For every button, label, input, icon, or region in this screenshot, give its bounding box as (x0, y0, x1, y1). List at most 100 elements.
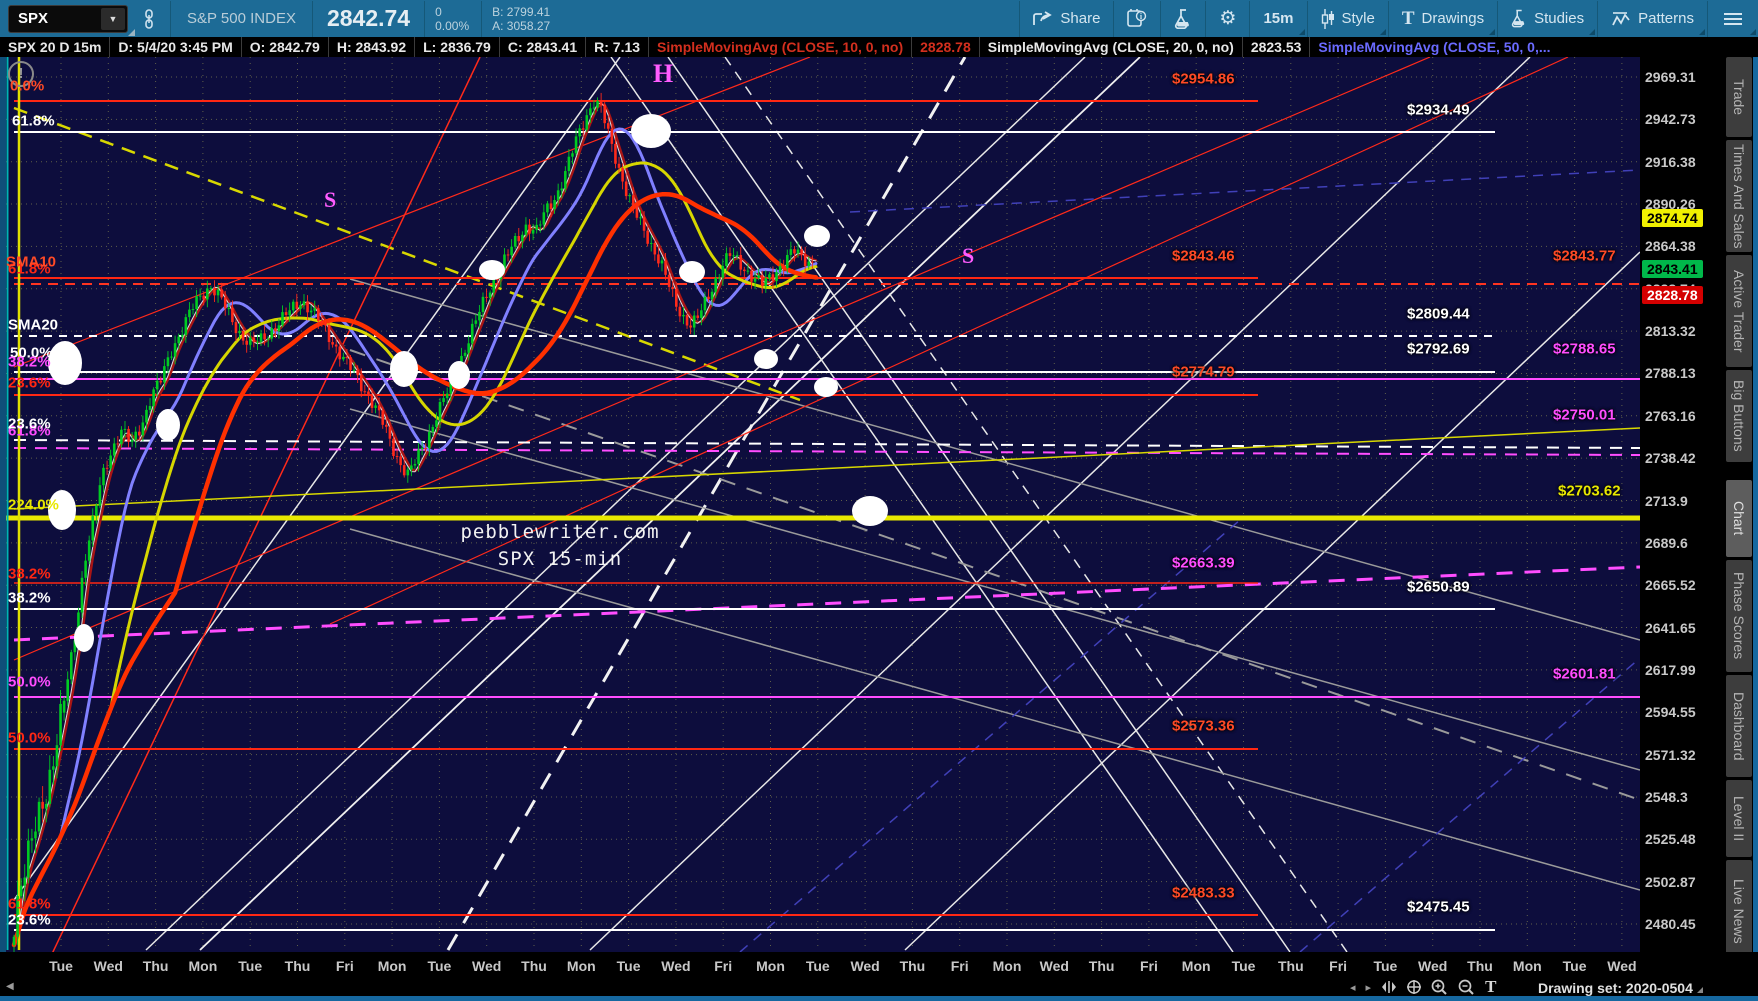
sidebar-tab-big-buttons[interactable]: Big Buttons (1726, 370, 1752, 462)
price-level-line (13, 447, 1640, 456)
sidebar-tab-trade[interactable]: Trade (1726, 57, 1752, 137)
candle-body (19, 885, 23, 897)
sma20-study-label[interactable]: SimpleMovingAvg (CLOSE, 20, 0, no) (980, 37, 1243, 57)
price-level-label: $2788.65 (1553, 340, 1616, 358)
patterns-button[interactable]: Patterns (1598, 0, 1707, 37)
page-right-icon[interactable]: ▸ (1365, 981, 1372, 994)
candle-body (363, 391, 367, 393)
candle-body (59, 703, 62, 746)
candle-body (377, 405, 381, 411)
candle-body (778, 265, 782, 273)
style-button[interactable]: Style (1308, 0, 1388, 37)
symbol-input[interactable]: SPX ▼ (8, 4, 135, 36)
window-border-right (1753, 37, 1758, 996)
candle-body (184, 317, 188, 335)
candle-body (152, 389, 155, 406)
candle-body (753, 278, 757, 282)
sidebar-tab-times-and-sales[interactable]: Times And Sales (1726, 140, 1752, 252)
candle-body (739, 255, 743, 270)
auto-scale-icon[interactable] (1407, 980, 1422, 994)
candle-body (682, 314, 685, 317)
highlight-ellipse (74, 624, 94, 652)
candle-body (252, 337, 256, 343)
x-axis-label: Fri (1139, 958, 1158, 974)
settings-button[interactable]: ⚙ (1206, 0, 1249, 37)
fib-label: SMA10 (6, 253, 57, 271)
candle-body (470, 323, 474, 344)
candle-body (535, 224, 538, 230)
price-level-label: $2601.81 (1553, 665, 1616, 683)
candle-body (188, 309, 191, 318)
sidebar-tab-chart[interactable]: Chart (1726, 480, 1752, 557)
scroll-left-arrow-icon[interactable]: ◀ (6, 981, 14, 992)
candle-body (503, 254, 506, 270)
dropdown-corner (1750, 29, 1756, 35)
candle-body (628, 195, 632, 197)
sma10-study-label[interactable]: SimpleMovingAvg (CLOSE, 10, 0, no) (649, 37, 913, 57)
text-note-tool-icon[interactable]: T (1485, 977, 1497, 996)
menu-button[interactable] (1708, 0, 1758, 37)
price-level-label: $2774.79 (1172, 363, 1235, 381)
candle-body (91, 516, 95, 541)
candle-body (417, 449, 420, 464)
sidebar-tab-level-ii[interactable]: Level II (1726, 780, 1752, 857)
candle-body (62, 700, 66, 713)
candle-body (743, 269, 746, 272)
symbol-dropdown-button[interactable]: ▼ (101, 7, 125, 30)
gadget-tab-column: Trade Times And Sales Active Trader Big But… (1726, 37, 1753, 962)
sma50-study-label[interactable]: SimpleMovingAvg (CLOSE, 50, 0,... (1318, 39, 1551, 55)
price-axis[interactable]: 2969.312942.732916.382890.262864.382838.… (1640, 37, 1726, 952)
x-axis-label: Fri (714, 958, 733, 974)
candle-body (388, 426, 392, 439)
sidebar-tab-dashboard[interactable]: Dashboard (1726, 675, 1752, 777)
alert-icon[interactable]: ! (8, 61, 34, 87)
candle-body (213, 288, 216, 296)
candle-body (793, 249, 796, 254)
candle-body (427, 432, 431, 449)
drawing-set-label[interactable]: Drawing set: 2020-0504 (1538, 980, 1703, 996)
price-badge: 2843.41 (1642, 260, 1703, 278)
candle-body (689, 325, 692, 328)
annotation-S: S (962, 243, 975, 268)
zoom-out-icon[interactable] (1458, 979, 1475, 996)
candle-body (517, 236, 521, 242)
analyze-button[interactable] (1161, 0, 1205, 37)
chart-canvas[interactable]: ! pebblewriter.com SPX 15-min $2954.86 $2… (6, 57, 1640, 952)
candle-body (206, 288, 209, 300)
timeframe-button[interactable]: 15m (1250, 0, 1306, 37)
y-axis-tick: 2571.32 (1645, 746, 1696, 763)
candle-body (692, 315, 696, 328)
y-axis-tick: 2969.31 (1645, 69, 1696, 85)
zoom-in-icon[interactable] (1431, 979, 1448, 996)
chart-drawing-layer (6, 57, 1640, 952)
link-icon[interactable] (142, 8, 156, 29)
fib-label: 50.0% (8, 673, 51, 691)
ask-value: A: 3058.27 (492, 18, 551, 33)
candle-body (599, 100, 603, 105)
share-button[interactable]: Share (1020, 0, 1113, 37)
candle-body (281, 312, 284, 326)
page-left-icon[interactable]: ◂ (1350, 981, 1356, 994)
studies-button[interactable]: Studies (1498, 0, 1597, 37)
highlight-ellipse (448, 361, 470, 389)
x-axis-label: Thu (899, 958, 926, 974)
candle-body (177, 336, 180, 344)
candle-body (811, 261, 814, 263)
time-axis[interactable]: Tue Wed Thu Mon Tue Thu Fri Mon Tue Wed Thu Mon Tue W… (0, 952, 1758, 980)
drawings-button[interactable]: T Drawings (1389, 0, 1497, 37)
sidebar-tab-active-trader[interactable]: Active Trader (1726, 255, 1752, 367)
highlight-ellipse (814, 377, 838, 397)
candle-body (342, 356, 345, 360)
notes-button[interactable]: i (1114, 0, 1160, 37)
y-axis-tick: 2813.32 (1645, 323, 1696, 340)
pan-icon[interactable] (1381, 981, 1397, 993)
x-axis-label: Wed (850, 958, 880, 974)
sidebar-tab-live-news[interactable]: Live News (1726, 860, 1752, 962)
sidebar-tab-phase-scores[interactable]: Phase Scores (1726, 560, 1752, 672)
highlight-ellipse (852, 496, 888, 526)
y-axis-tick: 2502.87 (1645, 873, 1696, 890)
candle-body (295, 301, 299, 309)
candle-body (635, 205, 639, 218)
candle-body (760, 275, 764, 287)
